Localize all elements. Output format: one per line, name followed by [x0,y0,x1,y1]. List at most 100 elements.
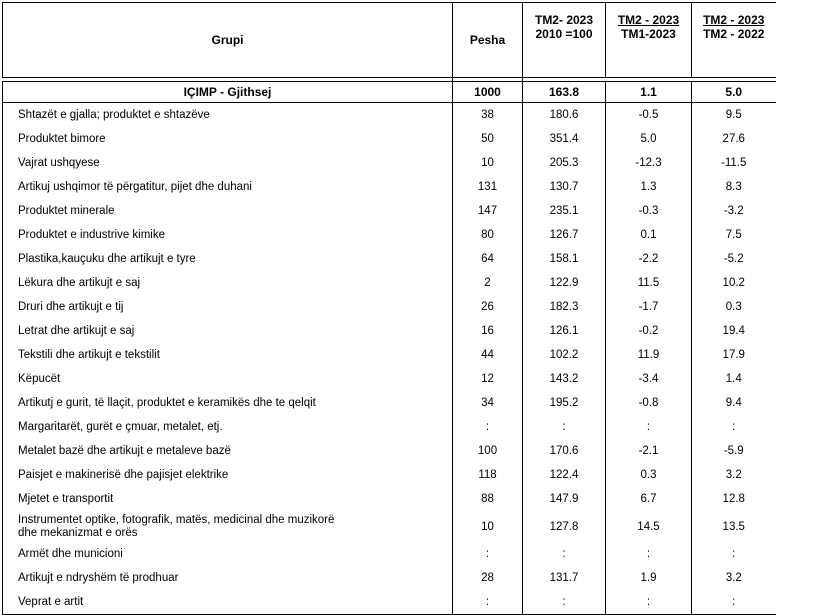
table-row: Metalet bazë dhe artikujt e metaleve baz… [2,439,776,463]
header-index-line1: TM2- 2023 [534,13,594,27]
row-index: 182.3 [549,301,579,313]
row-weight: 88 [452,487,523,511]
row-index: 180.6 [549,109,579,121]
row-monthly: 0.3 [605,463,692,487]
header-monthly-line2: TM1-2023 [621,27,676,41]
table-row: Mjetet e transportit 88 147.9 6.7 12.8 [2,487,776,511]
row-group: Produktet minerale [2,199,453,223]
row-weight: 38 [452,102,523,127]
row-yearly: 3.2 [691,463,776,487]
header-index: TM2- 2023 2010 =100 [522,2,606,78]
row-monthly: 5.0 [605,127,692,151]
row-group: Produktet e industrive kimike [2,223,453,247]
header-yearly: TM2 - 2023 TM2 - 2022 [691,2,776,78]
header-yearly-line2: TM2 - 2022 [703,27,765,41]
table-row: Veprat e artit : : : : [2,590,776,615]
row-monthly: -12.3 [605,151,692,175]
row-yearly: : [691,542,776,566]
row-weight: 44 [452,343,523,367]
row-yearly: : [691,415,776,439]
row-monthly: 11.5 [605,271,692,295]
header-monthly-line1: TM2 - 2023 [617,13,680,27]
price-index-table: Grupi Pesha TM2- 2023 2010 =100 TM2 - 20… [2,2,776,615]
row-monthly: 11.9 [605,343,692,367]
row-index: 158.1 [549,253,579,265]
row-index: 143.2 [549,373,579,385]
row-index: 205.3 [549,157,579,169]
row-index: 130.7 [549,181,579,193]
table-row: Lëkura dhe artikujt e saj 2 122.9 11.5 1… [2,271,776,295]
row-weight: 80 [452,223,523,247]
row-weight: : [452,415,523,439]
row-weight: 2 [452,271,523,295]
row-index: 147.9 [549,493,579,505]
row-group: Shtazët e gjalla; produktet e shtazëve [2,102,453,127]
row-index: 126.1 [549,325,579,337]
row-yearly: 0.3 [691,295,776,319]
row-group: Artikutj e gurit, të llaçit, produktet e… [2,391,453,415]
row-weight: 34 [452,391,523,415]
table-row: Paisjet e makinerisë dhe pajisjet elektr… [2,463,776,487]
row-yearly: 17.9 [691,343,776,367]
row-weight: 16 [452,319,523,343]
row-yearly: 13.5 [691,511,776,542]
table-row: Tekstili dhe artikujt e tekstilit 44 102… [2,343,776,367]
row-yearly: 1.4 [691,367,776,391]
header-monthly: TM2 - 2023 TM1-2023 [605,2,692,78]
row-monthly: 1.3 [605,175,692,199]
row-group-line1: Instrumentet optike, fotografik, matës, … [18,514,335,526]
row-monthly: : [605,542,692,566]
row-index: 235.1 [549,205,579,217]
total-weight: 1000 [452,81,523,103]
row-yearly: 9.5 [691,102,776,127]
table-row: Produktet minerale 147 235.1 -0.3 -3.2 [2,199,776,223]
row-weight: 118 [452,463,523,487]
row-monthly: 0.1 [605,223,692,247]
table-row: Letrat dhe artikujt e saj 16 126.1 -0.2 … [2,319,776,343]
table-row: Artikujt e ndryshëm të prodhuar 28 131.7… [2,566,776,590]
total-monthly: 1.1 [605,81,692,103]
row-monthly: -0.3 [605,199,692,223]
row-group: Plastika,kauçuku dhe artikujt e tyre [2,247,453,271]
row-yearly: 3.2 [691,566,776,590]
row-yearly: 8.3 [691,175,776,199]
row-yearly: -11.5 [691,151,776,175]
row-yearly: : [691,590,776,615]
row-weight: 12 [452,367,523,391]
row-group: Instrumentet optike, fotografik, matës, … [2,511,453,542]
row-yearly: -5.9 [691,439,776,463]
row-index: : [562,548,566,560]
row-group: Druri dhe artikujt e tij [2,295,453,319]
row-weight: 64 [452,247,523,271]
row-group: Paisjet e makinerisë dhe pajisjet elektr… [2,463,453,487]
row-group: Metalet bazë dhe artikujt e metaleve baz… [2,439,453,463]
row-index: 131.7 [549,572,579,584]
row-weight: 131 [452,175,523,199]
table-row: Artikutj e gurit, të llaçit, produktet e… [2,391,776,415]
row-index: : [562,421,566,433]
row-group: Vajrat ushqyese [2,151,453,175]
row-index: 122.9 [549,277,579,289]
row-yearly: 9.4 [691,391,776,415]
row-weight: : [452,590,523,615]
row-yearly: -3.2 [691,199,776,223]
header-index-line2: 2010 =100 [535,27,593,41]
row-group: Margaritarët, gurët e çmuar, metalet, et… [2,415,453,439]
row-weight: 10 [452,151,523,175]
row-monthly: -0.5 [605,102,692,127]
row-monthly: 1.9 [605,566,692,590]
row-group: Veprat e artit [2,590,453,615]
row-monthly: 6.7 [605,487,692,511]
row-monthly: -0.8 [605,391,692,415]
total-yearly: 5.0 [691,81,776,103]
row-group: Lëkura dhe artikujt e saj [2,271,453,295]
row-monthly: -3.4 [605,367,692,391]
row-monthly: -1.7 [605,295,692,319]
row-monthly: -2.2 [605,247,692,271]
row-weight: 10 [452,511,523,542]
table-row: Këpucët 12 143.2 -3.4 1.4 [2,367,776,391]
table-row: Produktet e industrive kimike 80 126.7 0… [2,223,776,247]
row-index: 102.2 [549,349,579,361]
row-group: Mjetet e transportit [2,487,453,511]
total-group: IÇIMP - Gjithsej [2,81,453,103]
